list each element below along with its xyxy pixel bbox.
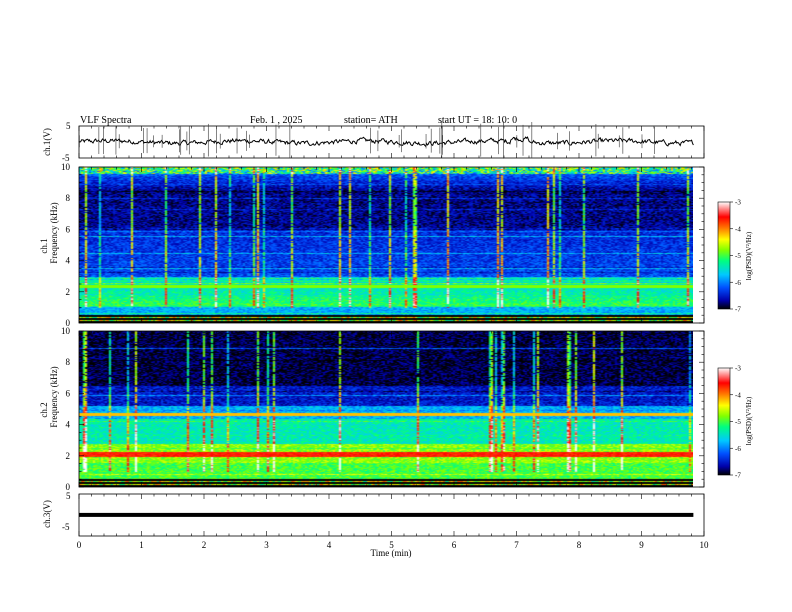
ch2-colorbar-gradient xyxy=(717,367,731,476)
x-tick-label: 5 xyxy=(389,540,394,550)
colorbar-tick-label: -6 xyxy=(735,279,741,287)
ch1-ytick-top: 5 xyxy=(66,121,71,131)
ch2-colorbar-label: log(PSD)(V²/Hz) xyxy=(745,396,753,445)
colorbar-tick-label: -7 xyxy=(735,306,741,314)
y-tick-label: 4 xyxy=(66,420,71,430)
colorbar-tick-label: -6 xyxy=(735,445,741,453)
y-tick-label: 0 xyxy=(66,482,71,492)
ch1-colorbar: -3 -4 -5 -6 -7 log(PSD)(V²/Hz) xyxy=(717,199,753,314)
ch2-colorbar: -3 -4 -5 -6 -7 log(PSD)(V²/Hz) xyxy=(717,365,753,480)
ch1-spec-ylabel-freq: Frequency (kHz) xyxy=(49,202,59,263)
ch2-spectrogram-panel: 0 2 4 6 8 10 ch.2 Frequency (kHz) xyxy=(39,326,705,492)
x-tick-label: 4 xyxy=(327,540,332,550)
y-tick-label: 2 xyxy=(66,287,71,297)
station-label: station= ATH xyxy=(344,115,398,126)
x-tick-label: 3 xyxy=(264,540,269,550)
ch1-colorbar-gradient xyxy=(717,201,731,310)
ch1-spectrogram-image xyxy=(79,167,693,323)
ch2-spectrogram-image xyxy=(79,331,693,487)
y-tick-label: 4 xyxy=(66,256,71,266)
ch3-ytick-bottom: -5 xyxy=(62,522,70,532)
ch1-waveform-line xyxy=(78,136,694,148)
x-axis-label: Time (min) xyxy=(371,548,412,558)
colorbar-tick-label: -3 xyxy=(735,199,741,207)
y-tick-label: 6 xyxy=(66,388,71,398)
ch2-spec-ylabel-ch: ch.2 xyxy=(39,402,49,417)
colorbar-tick-label: -5 xyxy=(735,252,741,260)
y-tick-label: 6 xyxy=(66,224,71,234)
ch1-spikes xyxy=(79,121,655,159)
ch3-ytick-top: 5 xyxy=(66,491,71,501)
y-tick-label: 10 xyxy=(61,162,71,172)
start-ut-label: start UT = 18: 10: 0 xyxy=(438,115,517,126)
ch1-ytick-bottom: -5 xyxy=(62,153,70,163)
colorbar-tick-label: -5 xyxy=(735,418,741,426)
ch1-colorbar-ticks: -3 -4 -5 -6 -7 xyxy=(730,199,741,314)
colorbar-tick-label: -4 xyxy=(735,225,741,233)
x-tick-label: 9 xyxy=(639,540,644,550)
colorbar-tick-label: -7 xyxy=(735,472,741,480)
y-tick-label: 0 xyxy=(66,318,71,328)
x-tick-label: 6 xyxy=(452,540,457,550)
x-axis-ticks xyxy=(78,126,705,536)
x-tick-label: 7 xyxy=(514,540,519,550)
ch1-spec-ylabel-ch: ch.1 xyxy=(39,238,49,253)
ch1-ylabel: ch.1(V) xyxy=(42,128,52,156)
date-label: Feb. 1 , 2025 xyxy=(250,115,303,126)
y-tick-label: 8 xyxy=(66,357,71,367)
colorbar-tick-label: -3 xyxy=(735,365,741,373)
figure-title: VLF Spectra xyxy=(80,115,132,126)
y-tick-label: 10 xyxy=(61,326,71,336)
ch1-colorbar-label: log(PSD)(V²/Hz) xyxy=(745,231,753,280)
ch2-spec-ylabel-freq: Frequency (kHz) xyxy=(49,366,59,427)
colorbar-tick-label: -4 xyxy=(735,391,741,399)
ch3-waveform-band xyxy=(79,512,694,517)
x-axis-tick-labels: 0 1 2 3 4 5 6 7 8 9 10 xyxy=(77,540,709,550)
x-tick-label: 10 xyxy=(700,540,710,550)
ch1-spectrogram-yticks: 0 2 4 6 8 10 xyxy=(61,162,704,328)
y-tick-label: 2 xyxy=(66,451,71,461)
ch2-colorbar-ticks: -3 -4 -5 -6 -7 xyxy=(730,365,741,480)
x-tick-label: 1 xyxy=(139,540,144,550)
x-tick-label: 8 xyxy=(577,540,582,550)
x-tick-label: 2 xyxy=(202,540,207,550)
ch2-spectrogram-yticks: 0 2 4 6 8 10 xyxy=(61,326,704,492)
y-tick-label: 8 xyxy=(66,193,71,203)
x-tick-label: 0 xyxy=(77,540,82,550)
ch3-ylabel: ch.3(V) xyxy=(42,500,52,528)
ch1-spectrogram-panel: 0 2 4 6 8 10 ch.1 Frequency (kHz) xyxy=(39,162,705,328)
